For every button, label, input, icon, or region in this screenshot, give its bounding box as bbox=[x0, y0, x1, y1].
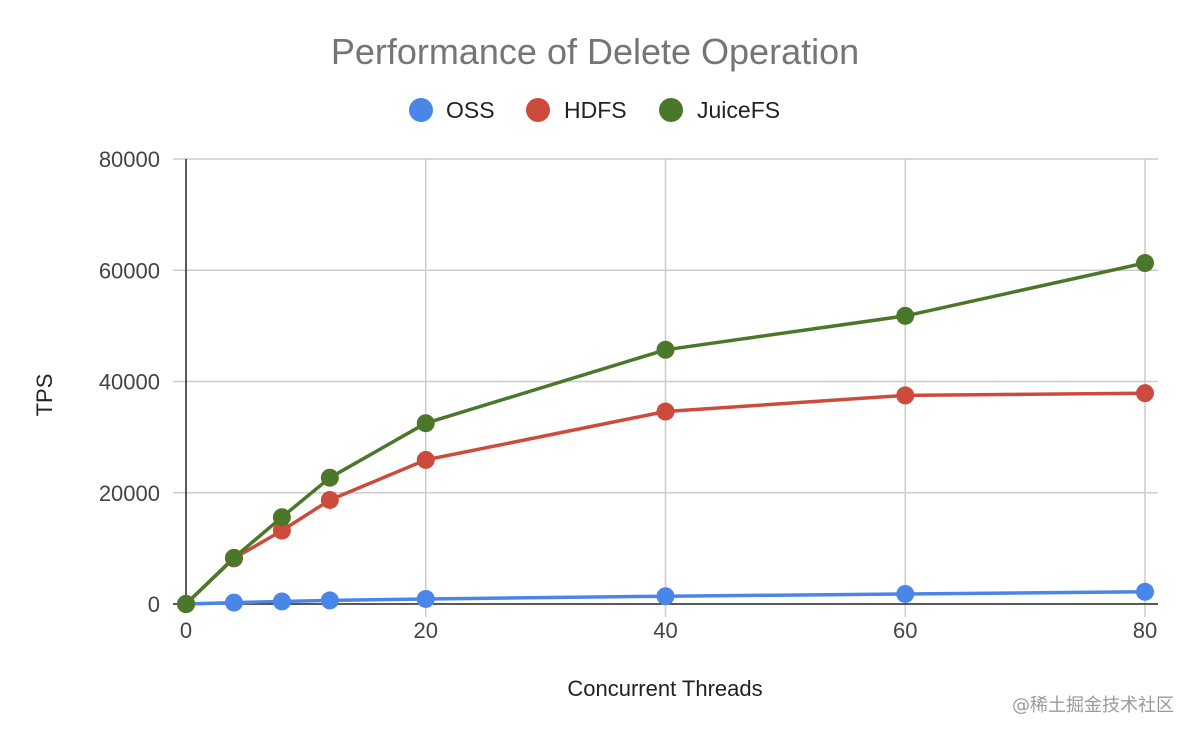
data-point-juicefs bbox=[896, 306, 915, 325]
data-point-oss bbox=[272, 592, 291, 611]
data-point-hdfs bbox=[272, 521, 291, 540]
y-tick-label: 80000 bbox=[99, 147, 160, 172]
data-point-juicefs bbox=[416, 414, 435, 433]
data-point-hdfs bbox=[1136, 384, 1154, 403]
legend-label-hdfs: HDFS bbox=[564, 97, 627, 123]
data-point-hdfs bbox=[416, 450, 435, 469]
data-point-hdfs bbox=[896, 386, 915, 405]
x-tick-label: 60 bbox=[893, 618, 917, 643]
y-axis-ticks: 0 20000 40000 60000 80000 bbox=[99, 147, 160, 617]
x-axis-title: Concurrent Threads bbox=[567, 676, 762, 701]
x-tick-label: 20 bbox=[414, 618, 438, 643]
data-point-juicefs bbox=[656, 340, 675, 359]
y-tick-label: 60000 bbox=[99, 258, 160, 283]
data-point-oss bbox=[656, 587, 675, 606]
grid-lines bbox=[173, 158, 1158, 617]
x-tick-label: 80 bbox=[1133, 618, 1157, 643]
series-points bbox=[177, 254, 1154, 613]
x-tick-label: 40 bbox=[653, 618, 677, 643]
data-point-juicefs bbox=[177, 595, 195, 613]
data-point-juicefs bbox=[224, 548, 243, 567]
x-axis-ticks: 0 20 40 60 80 bbox=[180, 618, 1157, 643]
y-tick-label: 0 bbox=[148, 592, 160, 617]
chart-title: Performance of Delete Operation bbox=[331, 31, 859, 72]
legend-label-juicefs: JuiceFS bbox=[697, 97, 780, 123]
data-point-oss bbox=[224, 593, 243, 612]
legend-marker-hdfs bbox=[526, 98, 550, 122]
watermark: @稀土掘金技术社区 bbox=[1012, 695, 1174, 716]
data-point-juicefs bbox=[320, 468, 339, 487]
data-point-juicefs bbox=[272, 508, 291, 527]
data-point-juicefs bbox=[1136, 254, 1154, 273]
y-axis-title: TPS bbox=[32, 374, 57, 417]
data-point-oss bbox=[896, 584, 915, 603]
data-point-hdfs bbox=[320, 490, 339, 509]
legend-marker-oss bbox=[409, 98, 433, 122]
data-point-oss bbox=[1136, 582, 1154, 601]
data-point-oss bbox=[416, 589, 435, 608]
y-tick-label: 20000 bbox=[99, 481, 160, 506]
legend-marker-juicefs bbox=[659, 98, 683, 122]
legend: OSS HDFS JuiceFS bbox=[409, 97, 780, 123]
data-point-oss bbox=[320, 591, 339, 610]
series-line-juicefs bbox=[184, 261, 1147, 606]
y-tick-label: 40000 bbox=[99, 370, 160, 395]
data-point-hdfs bbox=[656, 402, 675, 421]
legend-label-oss: OSS bbox=[446, 97, 495, 123]
x-tick-label: 0 bbox=[180, 618, 192, 643]
